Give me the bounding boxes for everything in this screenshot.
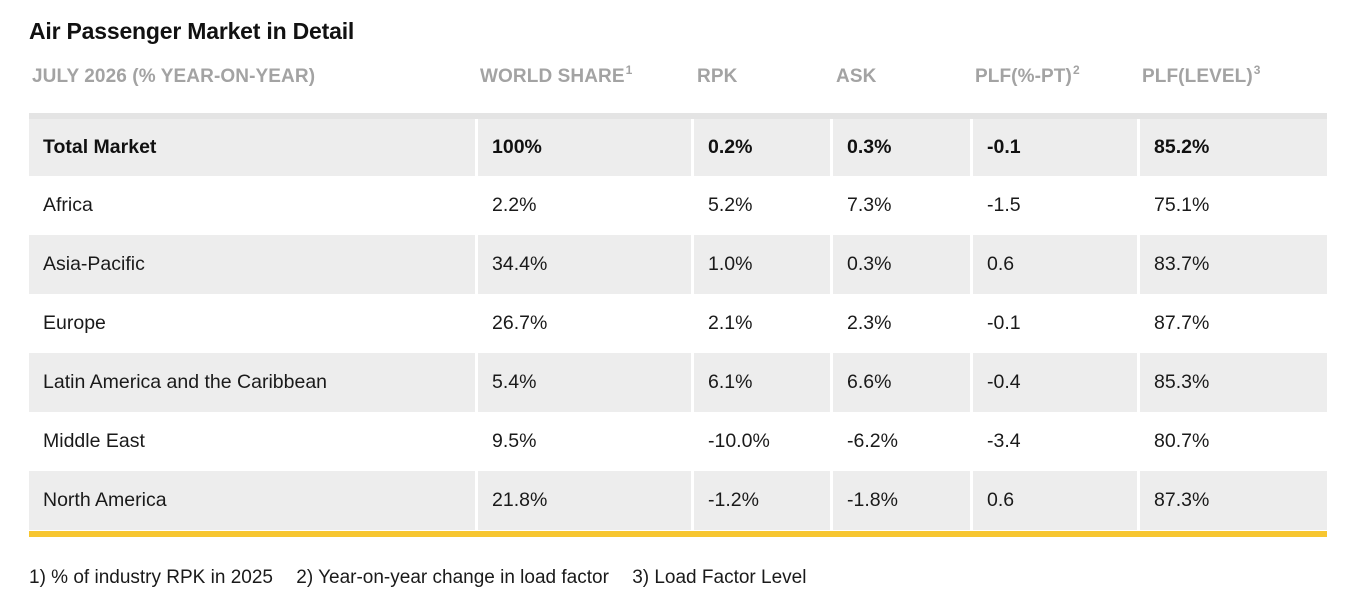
cell-ask: -1.8%	[833, 471, 970, 530]
cell-plf-level: 85.3%	[1140, 353, 1327, 412]
cell-region: Africa	[43, 194, 93, 216]
cell-rpk: -1.2%	[694, 471, 830, 530]
header-plf-level-label: PLF(LEVEL)	[1142, 66, 1253, 87]
cell-region: Latin America and the Caribbean	[29, 353, 475, 412]
cell-rpk: -10.0%	[708, 430, 770, 452]
cell-rpk: 0.2%	[694, 113, 830, 176]
footnote-marker-1: 1	[625, 63, 633, 77]
header-plf-pt-label: PLF(%-PT)	[975, 66, 1072, 87]
table-title: Air Passenger Market in Detail	[29, 18, 355, 44]
cell-plf-pt: 0.6	[973, 471, 1137, 530]
cell-rpk: 5.2%	[708, 194, 753, 216]
table-row: Europe 26.7% 2.1% 2.3% -0.1 87.7%	[29, 294, 1327, 353]
cell-plf-level: 87.7%	[1154, 312, 1210, 334]
cell-plf-level: 80.7%	[1154, 430, 1210, 452]
cell-plf-level: 75.1%	[1154, 194, 1210, 216]
header-rpk: RPK	[697, 66, 737, 88]
cell-ask: 7.3%	[847, 194, 892, 216]
cell-plf-pt: -0.1	[987, 312, 1021, 334]
footnote-marker-2: 2	[1072, 63, 1080, 77]
cell-world-share: 100%	[478, 113, 691, 176]
header-period-label: JULY 2026 (% YEAR-ON-YEAR)	[32, 66, 316, 87]
cell-plf-pt: -1.5	[987, 194, 1021, 216]
cell-plf-level: 85.2%	[1140, 113, 1327, 176]
footnote-2: 2) Year-on-year change in load factor	[296, 567, 609, 588]
cell-world-share: 34.4%	[478, 235, 691, 294]
cell-ask: 0.3%	[833, 235, 970, 294]
cell-ask: -6.2%	[847, 430, 898, 452]
cell-plf-pt: 0.6	[973, 235, 1137, 294]
table-row: North America 21.8% -1.2% -1.8% 0.6 87.3…	[29, 471, 1327, 530]
footnote-3: 3) Load Factor Level	[632, 567, 807, 588]
cell-plf-level: 87.3%	[1140, 471, 1327, 530]
cell-ask: 2.3%	[847, 312, 892, 334]
cell-ask: 6.6%	[833, 353, 970, 412]
cell-rpk: 2.1%	[708, 312, 753, 334]
header-plf-pt: PLF(%-PT)2	[975, 63, 1080, 88]
table-row: Africa 2.2% 5.2% 7.3% -1.5 75.1%	[29, 176, 1327, 235]
table-row: Latin America and the Caribbean 5.4% 6.1…	[29, 353, 1327, 412]
cell-plf-pt: -3.4	[987, 430, 1021, 452]
footnotes: 1) % of industry RPK in 2025 2) Year-on-…	[29, 567, 824, 589]
market-table: Total Market 100% 0.2% 0.3% -0.1 85.2% A…	[29, 113, 1327, 530]
table-row: Asia-Pacific 34.4% 1.0% 0.3% 0.6 83.7%	[29, 235, 1327, 294]
cell-plf-level: 83.7%	[1140, 235, 1327, 294]
footnote-marker-3: 3	[1253, 63, 1261, 77]
header-ask-label: ASK	[836, 66, 877, 87]
header-rpk-label: RPK	[697, 66, 738, 87]
header-period: JULY 2026 (% YEAR-ON-YEAR)	[32, 66, 315, 88]
cell-plf-pt: -0.1	[973, 113, 1137, 176]
cell-world-share: 9.5%	[492, 430, 537, 452]
cell-region: Europe	[43, 312, 106, 334]
header-world-share: WORLD SHARE1	[480, 63, 633, 88]
table-row-total-market: Total Market 100% 0.2% 0.3% -0.1 85.2%	[29, 113, 1327, 176]
footnote-1: 1) % of industry RPK in 2025	[29, 567, 273, 588]
accent-divider	[29, 531, 1327, 537]
cell-plf-pt: -0.4	[973, 353, 1137, 412]
cell-world-share: 5.4%	[478, 353, 691, 412]
cell-region: North America	[29, 471, 475, 530]
cell-world-share: 2.2%	[492, 194, 537, 216]
cell-world-share: 26.7%	[492, 312, 548, 334]
cell-region: Asia-Pacific	[29, 235, 475, 294]
cell-region: Middle East	[43, 430, 145, 452]
cell-region: Total Market	[29, 113, 475, 176]
table-header: JULY 2026 (% YEAR-ON-YEAR) WORLD SHARE1 …	[0, 63, 1346, 94]
cell-ask: 0.3%	[833, 113, 970, 176]
cell-rpk: 1.0%	[694, 235, 830, 294]
cell-world-share: 21.8%	[478, 471, 691, 530]
header-ask: ASK	[836, 66, 876, 88]
table-row: Middle East 9.5% -10.0% -6.2% -3.4 80.7%	[29, 412, 1327, 471]
header-world-share-label: WORLD SHARE	[480, 66, 625, 87]
cell-rpk: 6.1%	[694, 353, 830, 412]
header-plf-level: PLF(LEVEL)3	[1142, 63, 1261, 88]
